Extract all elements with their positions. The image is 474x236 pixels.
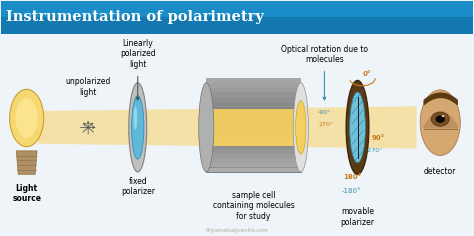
Ellipse shape	[442, 115, 445, 117]
Text: Light
source: Light source	[12, 184, 41, 203]
Bar	[206, 168, 301, 172]
Ellipse shape	[420, 90, 460, 156]
Bar	[206, 153, 301, 158]
Text: -90°: -90°	[318, 110, 330, 115]
Ellipse shape	[9, 89, 44, 147]
Ellipse shape	[134, 106, 137, 130]
Ellipse shape	[129, 83, 147, 172]
Text: 180°: 180°	[343, 174, 362, 180]
Bar	[206, 163, 301, 167]
Text: sample cell
containing molecules
for study: sample cell containing molecules for stu…	[213, 191, 294, 220]
Polygon shape	[16, 151, 37, 174]
Ellipse shape	[350, 92, 365, 163]
Bar	[206, 135, 301, 139]
Bar	[206, 139, 301, 144]
Bar	[206, 158, 301, 163]
Ellipse shape	[436, 115, 445, 123]
Text: Linearly
polarized
light: Linearly polarized light	[120, 39, 155, 69]
Bar	[206, 111, 301, 116]
Bar	[206, 97, 301, 101]
Bar	[206, 144, 301, 148]
FancyBboxPatch shape	[0, 1, 474, 34]
Bar	[206, 78, 301, 83]
Ellipse shape	[132, 96, 144, 159]
Text: detector: detector	[424, 167, 456, 176]
Text: -270°: -270°	[366, 148, 383, 153]
Bar	[206, 106, 301, 111]
Text: Instrumentation of polarimetry: Instrumentation of polarimetry	[6, 10, 264, 24]
Bar	[206, 88, 301, 92]
Bar	[206, 130, 301, 135]
Bar	[206, 116, 301, 120]
Bar	[206, 109, 301, 146]
Bar	[206, 102, 301, 106]
Ellipse shape	[293, 83, 309, 172]
Text: Optical rotation due to
molecules: Optical rotation due to molecules	[281, 45, 368, 64]
Polygon shape	[38, 106, 417, 148]
Text: fixed
polarizer: fixed polarizer	[121, 177, 155, 196]
Text: unpolarized
light: unpolarized light	[65, 77, 111, 97]
Bar	[206, 83, 301, 88]
Bar	[206, 121, 301, 125]
FancyBboxPatch shape	[0, 17, 474, 34]
Ellipse shape	[199, 83, 214, 172]
Bar	[206, 83, 301, 172]
Text: movable
polarizer: movable polarizer	[340, 207, 374, 227]
Bar	[206, 93, 301, 97]
Ellipse shape	[296, 101, 306, 154]
Ellipse shape	[431, 112, 449, 126]
Ellipse shape	[346, 80, 369, 174]
Bar	[206, 125, 301, 130]
Text: 90°: 90°	[372, 135, 385, 141]
Bar	[206, 149, 301, 153]
Text: -180°: -180°	[342, 188, 361, 194]
Text: 270°: 270°	[318, 122, 333, 127]
Text: 0°: 0°	[362, 71, 371, 77]
Ellipse shape	[16, 98, 38, 138]
Text: Priyamstudycentre.com: Priyamstudycentre.com	[206, 228, 268, 233]
